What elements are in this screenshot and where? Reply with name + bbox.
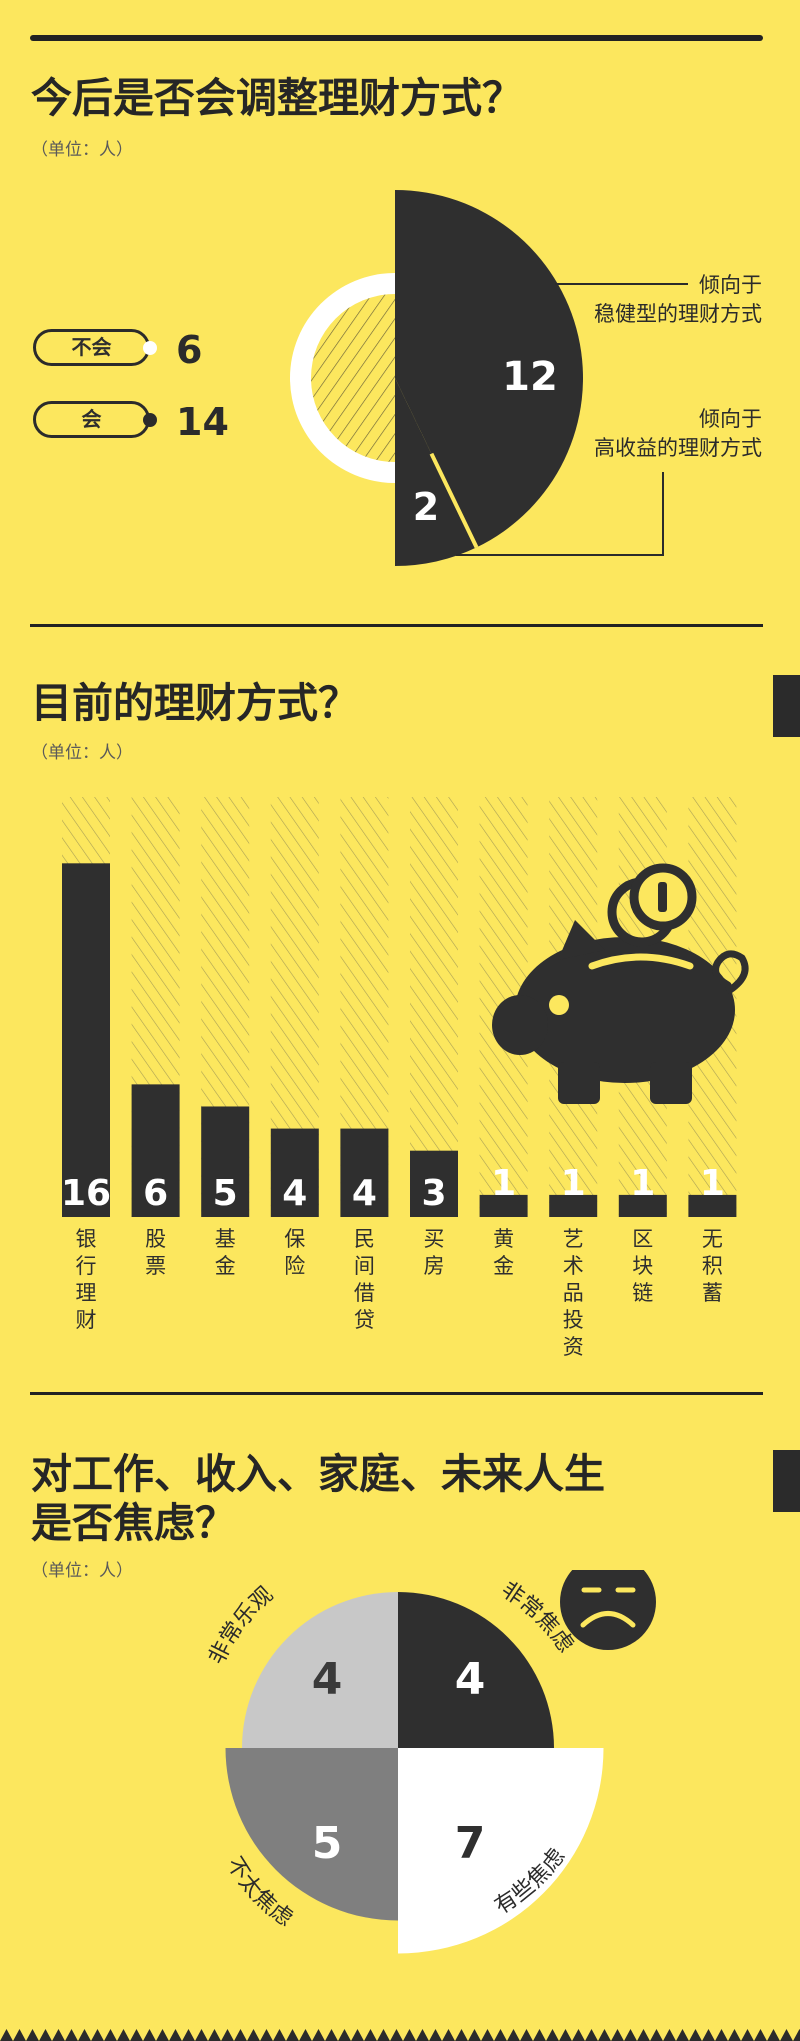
slice-adjust-stable: [395, 190, 583, 548]
top-rule: [30, 35, 763, 41]
slice-value-high-yield: 2: [413, 485, 439, 529]
bar-value: 3: [421, 1173, 446, 1214]
slice-adjust-high-yield: [395, 378, 477, 566]
legend-yes-dot: [143, 413, 157, 427]
piggy-bank-icon: [492, 863, 749, 1104]
bar-category-label: 银行理财: [76, 1227, 97, 1332]
bar: [131, 1084, 180, 1217]
section3-side-tab: [773, 1450, 800, 1512]
bar-value: 4: [352, 1173, 377, 1214]
bar-category-label: 买房: [424, 1227, 445, 1278]
bar-value: 1: [630, 1163, 655, 1204]
slice-value-stable: 12: [502, 354, 558, 400]
bar-category-label: 股票: [145, 1227, 166, 1278]
section1-unit: （单位：人）: [31, 140, 133, 160]
section3-title-line1: 对工作、收入、家庭、未来人生: [31, 1450, 605, 1498]
adjust-pie-chart: 12 2: [290, 190, 688, 566]
bar-value: 5: [213, 1173, 238, 1214]
bar: [549, 1194, 598, 1217]
rose-value-not-anxious: 5: [312, 1818, 343, 1869]
section3-rule: [30, 1392, 763, 1395]
rose-slice-somewhat-anxious: [398, 1748, 604, 1954]
legend-yes-label: 会: [81, 407, 102, 431]
bar-value: 1: [700, 1163, 725, 1204]
legend-no-dot: [143, 341, 157, 355]
bar: [62, 863, 110, 1217]
rose-value-very-anxious: 4: [455, 1654, 486, 1705]
rose-value-very-optimistic: 4: [312, 1654, 343, 1705]
callout-high-yield: 倾向于 高收益的理财方式: [594, 407, 762, 460]
bar: [270, 1128, 319, 1217]
callout-line-high-yield: [456, 472, 664, 556]
bar-value: 1: [491, 1163, 516, 1204]
bar-category-label: 保险: [284, 1227, 305, 1278]
bar: [410, 1150, 458, 1217]
bar: [479, 1194, 528, 1217]
section2-side-tab: [773, 675, 800, 737]
section1-title: 今后是否会调整理财方式？: [31, 74, 523, 122]
section2-rule: [30, 624, 763, 627]
legend-yes-value: 14: [176, 400, 229, 444]
legend-no-value: 6: [176, 328, 203, 372]
bar: [201, 1106, 250, 1217]
rose-value-somewhat-anxious: 7: [455, 1818, 486, 1869]
bar-category-label: 基金: [215, 1227, 236, 1278]
bar-category-label: 区块链: [632, 1227, 653, 1305]
bar-value: 4: [282, 1173, 307, 1214]
bottom-zigzag-edge: [0, 2029, 800, 2041]
rose-slice-very-optimistic: [242, 1592, 398, 1748]
bar-value: 1: [561, 1163, 586, 1204]
callout-stable: 倾向于 稳健型的理财方式: [594, 273, 762, 326]
bar-category-label: 艺术品投资: [563, 1227, 584, 1359]
section3-title-line2: 是否焦虑？: [31, 1499, 236, 1547]
bar: [688, 1194, 737, 1217]
section3-unit: （单位：人）: [31, 1561, 133, 1581]
rose-label-very-optimistic: 非常乐观: [204, 1582, 278, 1668]
bar-value: 16: [61, 1173, 111, 1214]
bar-category-label: 黄金: [493, 1227, 514, 1278]
bar: [618, 1194, 667, 1217]
section2-unit: （单位：人）: [31, 743, 133, 763]
anxiety-rose-chart: 4 4 5 7 非常乐观 非常焦虑 不太焦虑 有些焦虑: [204, 1570, 656, 1954]
legend-no-label: 不会: [71, 335, 112, 359]
bar-category-label: 民间借贷: [354, 1227, 375, 1332]
rose-slice-very-anxious: [398, 1592, 554, 1748]
current-finance-bar-chart: 16 银行理财 6 股票 5 基金 4 保险 4 民间借贷 3 买房 1 黄金 1 艺术品投资 1 区块链 1 无积蓄: [61, 797, 749, 1359]
bar-background: [410, 797, 458, 1217]
bar-category-label: 无积蓄: [702, 1227, 723, 1305]
slice-separator: [429, 452, 479, 549]
bar: [340, 1128, 389, 1217]
bar-value: 6: [143, 1173, 168, 1214]
rose-slice-not-anxious: [225, 1748, 398, 1921]
section2-title: 目前的理财方式？: [31, 679, 359, 727]
sad-face-icon: [560, 1570, 656, 1650]
